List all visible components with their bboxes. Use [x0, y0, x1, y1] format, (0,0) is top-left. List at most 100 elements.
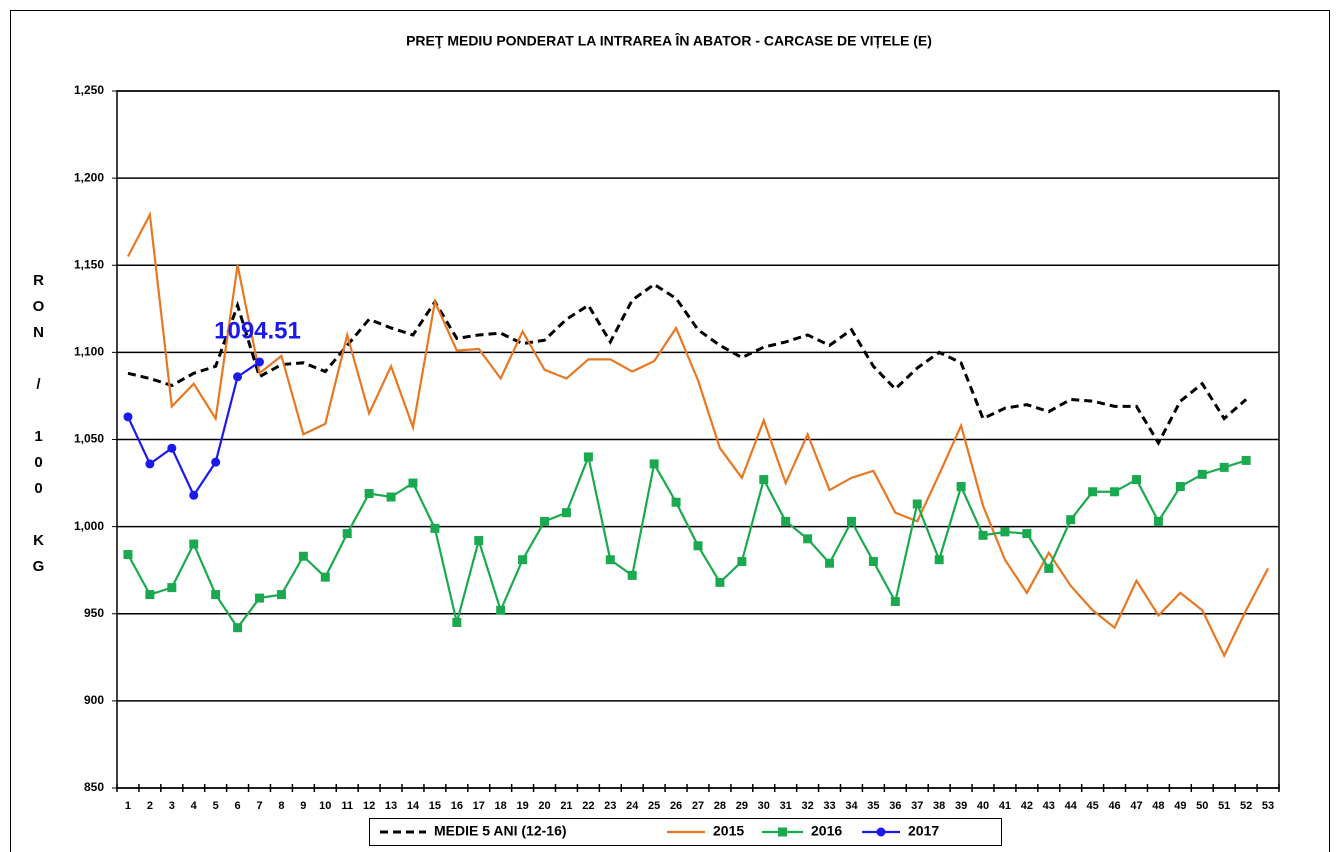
- data-point: [320, 572, 330, 582]
- data-point: [255, 357, 265, 367]
- x-tick-label: 35: [867, 800, 879, 812]
- x-tick-label: 9: [300, 800, 306, 812]
- data-point: [1044, 563, 1054, 573]
- x-tick-label: 7: [256, 800, 262, 812]
- data-point: [1175, 482, 1185, 492]
- data-point: [255, 593, 265, 603]
- data-point: [1197, 469, 1207, 479]
- y-tick-label: 1,050: [74, 432, 104, 446]
- x-tick-label: 29: [736, 800, 748, 812]
- x-tick-label: 21: [560, 800, 572, 812]
- x-tick-label: 39: [955, 800, 967, 812]
- data-point: [123, 550, 133, 560]
- data-point: [759, 475, 769, 485]
- data-point: [233, 623, 243, 633]
- data-point: [474, 536, 484, 546]
- x-tick-label: 38: [933, 800, 945, 812]
- x-tick-label: 36: [889, 800, 901, 812]
- data-point: [868, 556, 878, 566]
- data-point: [561, 508, 571, 518]
- legend-label: MEDIE 5 ANI (12-16): [434, 823, 567, 839]
- x-tick-label: 34: [845, 800, 858, 812]
- x-tick-label: 52: [1240, 800, 1252, 812]
- data-point: [233, 372, 243, 382]
- data-point: [583, 452, 593, 462]
- y-tick-label: 850: [84, 780, 104, 794]
- y-tick-label: 1,250: [74, 83, 104, 97]
- x-tick-label: 46: [1108, 800, 1120, 812]
- x-tick-label: 17: [473, 800, 485, 812]
- series-line: [126, 453, 1247, 630]
- data-point: [846, 516, 856, 526]
- data-point: [1241, 455, 1251, 465]
- data-point: [1066, 515, 1076, 525]
- data-point: [298, 551, 308, 561]
- plot-frame: [116, 90, 1280, 789]
- x-tick-label: 25: [648, 800, 660, 812]
- data-point: [1153, 516, 1163, 526]
- data-point: [364, 489, 374, 499]
- x-tick-label: 43: [1043, 800, 1055, 812]
- data-point: [211, 457, 221, 467]
- data-point: [189, 490, 199, 500]
- legend-marker: [876, 827, 886, 837]
- x-tick-label: 26: [670, 800, 682, 812]
- x-tick-label: 50: [1196, 800, 1208, 812]
- data-point: [693, 541, 703, 551]
- data-point: [1022, 529, 1032, 539]
- x-tick-label: 10: [319, 800, 331, 812]
- data-point: [276, 590, 286, 600]
- x-tick-label: 19: [516, 800, 528, 812]
- data-point: [715, 577, 725, 587]
- data-point: [145, 590, 155, 600]
- data-point: [1219, 462, 1229, 472]
- series-line: [126, 211, 1270, 659]
- data-point: [781, 516, 791, 526]
- data-point: [956, 482, 966, 492]
- x-tick-label: 28: [714, 800, 726, 812]
- data-point: [1088, 487, 1098, 497]
- y-tick-label: 1,200: [74, 170, 104, 184]
- x-tick-label: 2: [147, 800, 153, 812]
- x-tick-label: 47: [1130, 800, 1142, 812]
- data-point: [803, 534, 813, 544]
- x-tick-label: 22: [582, 800, 594, 812]
- x-tick-label: 41: [999, 800, 1011, 812]
- x-tick-label: 12: [363, 800, 375, 812]
- data-point: [890, 597, 900, 607]
- data-point: [540, 516, 550, 526]
- data-point: [978, 530, 988, 540]
- data-point: [342, 529, 352, 539]
- data-point: [496, 605, 506, 615]
- x-tick-label: 45: [1087, 800, 1099, 812]
- y-tick-label: 1,150: [74, 257, 104, 271]
- annotation: 1094.51: [214, 317, 301, 344]
- legend-label: 2015: [713, 823, 744, 839]
- data-point: [167, 443, 177, 453]
- y-tick-label: 1,100: [74, 345, 104, 359]
- x-tick-label: 40: [977, 800, 989, 812]
- x-tick-label: 3: [169, 800, 175, 812]
- chart-title: PREŢ MEDIU PONDERAT LA INTRAREA ÎN ABATO…: [406, 32, 932, 49]
- data-point: [605, 555, 615, 565]
- x-tick-label: 30: [758, 800, 770, 812]
- data-point: [1110, 487, 1120, 497]
- x-tick-label: 13: [385, 800, 397, 812]
- series-line: [127, 282, 1248, 447]
- x-tick-label: 48: [1152, 800, 1164, 812]
- x-tick-label: 11: [341, 800, 353, 812]
- data-point: [167, 583, 177, 593]
- data-point: [912, 499, 922, 509]
- x-tick-label: 23: [604, 800, 616, 812]
- y-tick-label: 900: [84, 693, 104, 707]
- data-point: [671, 497, 681, 507]
- chart-border: [10, 10, 1330, 852]
- data-point: [627, 570, 637, 580]
- data-point: [649, 459, 659, 469]
- data-point: [452, 617, 462, 627]
- x-tick-label: 44: [1065, 800, 1078, 812]
- x-tick-label: 32: [801, 800, 813, 812]
- x-tick-label: 1: [125, 800, 131, 812]
- legend-label: 2017: [908, 823, 939, 839]
